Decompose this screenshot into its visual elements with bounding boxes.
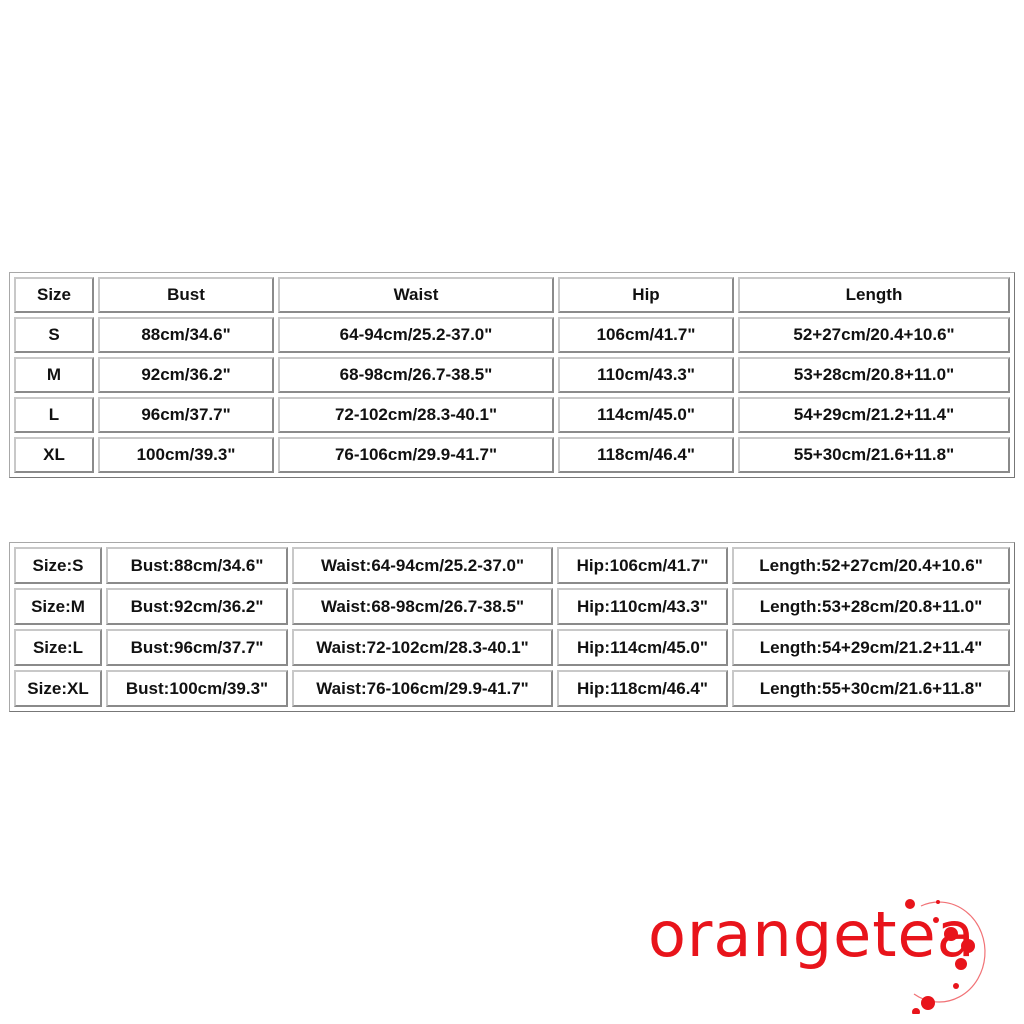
table-row: M 92cm/36.2" 68-98cm/26.7-38.5" 110cm/43.3"… [14, 357, 1010, 393]
flower-ring-icon [905, 899, 986, 1014]
table-cell: 96cm/37.7" [98, 397, 274, 433]
table-cell: 72-102cm/28.3-40.1" [278, 397, 554, 433]
table-row: Size:S Bust:88cm/34.6" Waist:64-94cm/25.2-… [14, 547, 1010, 584]
size-chart-table-labeled: Size:S Bust:88cm/34.6" Waist:64-94cm/25.2-… [9, 542, 1015, 712]
table-cell: Length:53+28cm/20.8+11.0" [732, 588, 1010, 625]
table-cell: 55+30cm/21.6+11.8" [738, 437, 1010, 473]
table-cell: Length:52+27cm/20.4+10.6" [732, 547, 1010, 584]
table-row: S 88cm/34.6" 64-94cm/25.2-37.0" 106cm/41.7"… [14, 317, 1010, 353]
table-cell: Bust:92cm/36.2" [106, 588, 288, 625]
table-cell: Waist:72-102cm/28.3-40.1" [292, 629, 553, 666]
table-cell: Hip [558, 277, 734, 313]
table-cell: Size:L [14, 629, 102, 666]
table-cell: Bust:96cm/37.7" [106, 629, 288, 666]
table-cell: Length:54+29cm/21.2+11.4" [732, 629, 1010, 666]
table-cell: Hip:106cm/41.7" [557, 547, 728, 584]
table-cell: Size:M [14, 588, 102, 625]
table-row: L 96cm/37.7" 72-102cm/28.3-40.1" 114cm/45.0… [14, 397, 1010, 433]
table-row: Size:L Bust:96cm/37.7" Waist:72-102cm/28.3… [14, 629, 1010, 666]
table-cell: 106cm/41.7" [558, 317, 734, 353]
table-cell: Waist:68-98cm/26.7-38.5" [292, 588, 553, 625]
table-cell: Size:S [14, 547, 102, 584]
table-cell: 54+29cm/21.2+11.4" [738, 397, 1010, 433]
table-cell: Waist:64-94cm/25.2-37.0" [292, 547, 553, 584]
table-cell: Waist [278, 277, 554, 313]
table-cell: 110cm/43.3" [558, 357, 734, 393]
table-cell: 100cm/39.3" [98, 437, 274, 473]
table-cell: 118cm/46.4" [558, 437, 734, 473]
table-row: XL 100cm/39.3" 76-106cm/29.9-41.7" 118cm/46… [14, 437, 1010, 473]
table-cell: 88cm/34.6" [98, 317, 274, 353]
table-cell: 92cm/36.2" [98, 357, 274, 393]
table-cell: XL [14, 437, 94, 473]
table-header-row: Size Bust Waist Hip Length [14, 277, 1010, 313]
table-cell: 114cm/45.0" [558, 397, 734, 433]
table-cell: Size [14, 277, 94, 313]
table-cell: S [14, 317, 94, 353]
table-cell: Bust:100cm/39.3" [106, 670, 288, 707]
table-cell: 64-94cm/25.2-37.0" [278, 317, 554, 353]
table-cell: Length [738, 277, 1010, 313]
table-cell: L [14, 397, 94, 433]
table-cell: 52+27cm/20.4+10.6" [738, 317, 1010, 353]
table-cell: 53+28cm/20.8+11.0" [738, 357, 1010, 393]
logo-text: orangetea [648, 898, 976, 971]
orangetea-logo: orangetea [646, 894, 1016, 1014]
table-row: Size:M Bust:92cm/36.2" Waist:68-98cm/26.7-… [14, 588, 1010, 625]
size-chart-table: Size Bust Waist Hip Length S 88cm/34.6" 64-94cm… [9, 272, 1015, 478]
table-cell: 76-106cm/29.9-41.7" [278, 437, 554, 473]
table-row: Size:XL Bust:100cm/39.3" Waist:76-106cm/29… [14, 670, 1010, 707]
table-cell: Size:XL [14, 670, 102, 707]
table-cell: Bust:88cm/34.6" [106, 547, 288, 584]
table-cell: 68-98cm/26.7-38.5" [278, 357, 554, 393]
table-cell: Hip:114cm/45.0" [557, 629, 728, 666]
table-cell: Waist:76-106cm/29.9-41.7" [292, 670, 553, 707]
table-cell: Bust [98, 277, 274, 313]
table-cell: M [14, 357, 94, 393]
table-cell: Hip:118cm/46.4" [557, 670, 728, 707]
table-cell: Length:55+30cm/21.6+11.8" [732, 670, 1010, 707]
table-cell: Hip:110cm/43.3" [557, 588, 728, 625]
